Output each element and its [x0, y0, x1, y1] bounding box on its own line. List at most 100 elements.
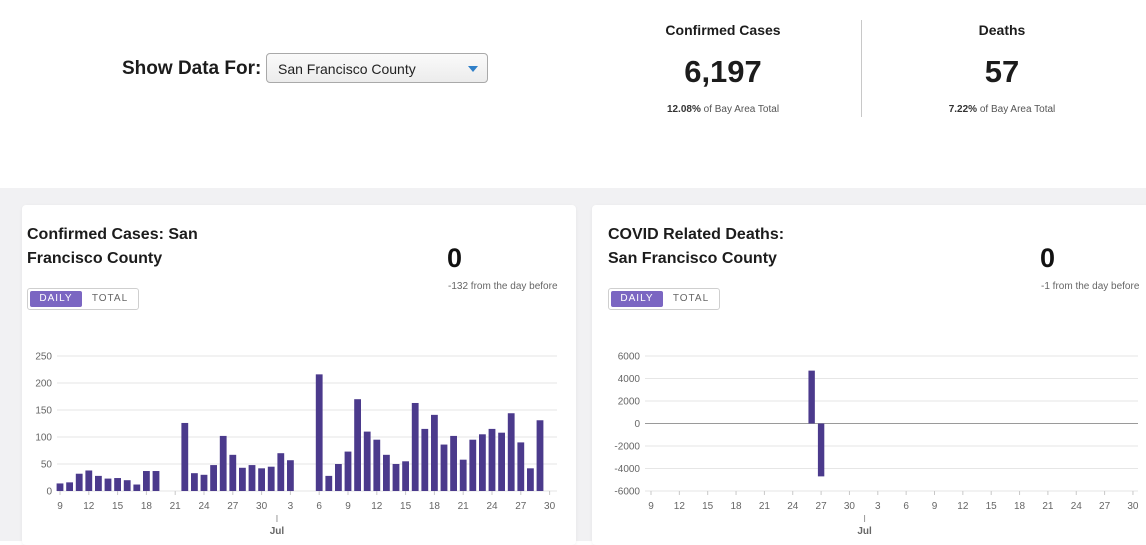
bar	[469, 439, 477, 491]
deaths-pct-suffix: of Bay Area Total	[977, 104, 1056, 115]
cases-chart-title-line2: Francisco County	[27, 250, 163, 267]
cases-chart-title-line1: Confirmed Cases: San	[27, 226, 198, 243]
deaths-delta-text: -1 from the day before	[1041, 281, 1140, 292]
bar	[258, 468, 265, 491]
bar	[248, 465, 256, 491]
x-tick-label: 24	[787, 501, 799, 512]
stat-divider	[861, 20, 862, 117]
bar	[229, 454, 237, 491]
y-tick-label: 0	[46, 487, 52, 498]
bar	[402, 461, 409, 491]
county-select-value: San Francisco County	[278, 61, 416, 77]
deaths-bar-chart: -6000 -4000 -2000 0 2000 4000 6000 9 12 15 18 21 24 2…	[614, 352, 1139, 538]
deaths-daily-button[interactable]: DAILY	[611, 291, 663, 307]
y-tick-label: 200	[35, 379, 52, 390]
confirmed-cases-share: 12.08% of Bay Area Total	[583, 104, 863, 115]
cases-daily-total-toggle: DAILY TOTAL	[27, 288, 139, 310]
deaths-chart-title: COVID Related Deaths: San Francisco Coun…	[608, 223, 784, 271]
confirmed-cases-value: 6,197	[684, 54, 762, 89]
bar	[354, 399, 361, 491]
bar	[808, 370, 815, 424]
x-tick-label: 15	[112, 501, 124, 512]
y-tick-label: 0	[634, 419, 640, 430]
bar	[123, 480, 131, 491]
x-tick-label: 21	[1042, 501, 1054, 512]
x-tick-label: 15	[986, 501, 998, 512]
confirmed-cases-heading: Confirmed Cases	[665, 22, 781, 38]
deaths-value: 57	[984, 54, 1020, 89]
county-select[interactable]: San Francisco County	[266, 53, 488, 83]
bar	[56, 483, 64, 491]
cases-bar-chart: 0 50 100 150 200 250 9 12 15 18 21 24 27 30 3 6 9 12 15 18 2…	[35, 352, 557, 537]
summary-header: Show Data For: San Francisco County Conf…	[0, 0, 1146, 188]
bar	[66, 482, 73, 491]
bar	[200, 474, 208, 491]
bar	[210, 465, 217, 491]
bar	[152, 471, 160, 491]
bar	[498, 432, 505, 491]
x-tick-label: 12	[674, 501, 686, 512]
bar	[104, 478, 112, 491]
bar	[383, 454, 390, 491]
x-tick-label: 12	[957, 501, 969, 512]
bar	[488, 428, 496, 491]
cases-daily-button[interactable]: DAILY	[30, 291, 82, 307]
x-tick-label: 24	[486, 501, 498, 512]
cases-chart-title: Confirmed Cases: San Francisco County	[27, 223, 198, 271]
deaths-chart-title-line2: San Francisco County	[608, 250, 777, 267]
x-tick-label: 21	[458, 501, 470, 512]
y-tick-label: 2000	[618, 397, 641, 408]
deaths-pct: 7.22%	[948, 104, 978, 115]
x-tick-label: 18	[141, 501, 153, 512]
deaths-chart-title-line1: COVID Related Deaths:	[608, 226, 785, 243]
x-tick-label: 21	[170, 501, 182, 512]
bar	[450, 435, 457, 491]
x-tick-label: 3	[875, 501, 881, 512]
show-data-label: Show Data For:	[122, 58, 262, 79]
y-tick-label: 250	[35, 352, 52, 363]
deaths-share: 7.22% of Bay Area Total	[862, 104, 1142, 115]
cases-total-button[interactable]: TOTAL	[91, 293, 129, 304]
bar	[219, 435, 227, 491]
x-tick-label: 9	[648, 501, 654, 512]
deaths-heading: Deaths	[978, 22, 1026, 38]
y-tick-label: 100	[35, 433, 52, 444]
y-tick-label: 6000	[618, 352, 641, 363]
x-tick-label: 27	[816, 501, 828, 512]
confirmed-cases-pct-suffix: of Bay Area Total	[700, 104, 780, 115]
x-tick-label: 9	[57, 501, 63, 512]
bar	[507, 413, 515, 491]
x-tick-label: 12	[83, 501, 95, 512]
x-tick-label: 9	[345, 501, 351, 512]
bar	[421, 428, 429, 491]
bar	[75, 473, 83, 491]
y-tick-label: -6000	[614, 487, 640, 498]
x-tick-label: 18	[429, 501, 441, 512]
bar	[325, 475, 333, 491]
chevron-down-icon	[468, 66, 478, 72]
x-tick-label: 3	[288, 501, 294, 512]
bar	[191, 473, 198, 491]
x-tick-label: 30	[256, 501, 268, 512]
x-tick-label: 27	[515, 501, 527, 512]
x-tick-label: 30	[844, 501, 856, 512]
month-label: Jul	[857, 526, 872, 537]
y-tick-label: 150	[35, 406, 52, 417]
bar	[315, 374, 323, 491]
deaths-latest-value: 0	[1040, 243, 1056, 273]
bar	[527, 468, 534, 491]
bar	[181, 422, 189, 491]
bar	[392, 464, 400, 491]
x-tick-label: 15	[702, 501, 714, 512]
bar	[85, 470, 93, 491]
bar	[114, 478, 121, 491]
bar	[459, 459, 467, 491]
bar	[363, 431, 371, 491]
x-tick-label: 24	[198, 501, 210, 512]
y-tick-label: 50	[41, 460, 53, 471]
y-tick-label: 4000	[618, 374, 641, 385]
x-tick-label: 30	[1127, 501, 1139, 512]
bar	[411, 402, 419, 491]
deaths-total-button[interactable]: TOTAL	[672, 293, 710, 304]
bar	[335, 464, 342, 491]
